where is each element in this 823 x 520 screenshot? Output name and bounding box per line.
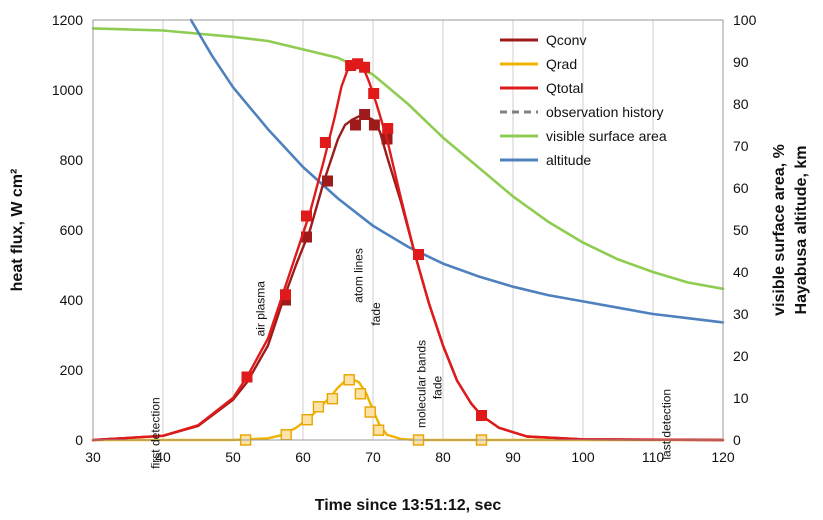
legend-label-visible-surface-area: visible surface area (546, 128, 667, 144)
series (91, 18, 725, 446)
data-point-qrad (354, 388, 367, 400)
data-point-qconv (350, 119, 361, 131)
y-right-tick-label: 10 (733, 390, 749, 406)
y-right-tick-label: 90 (733, 54, 749, 70)
x-tick-label: 70 (365, 449, 381, 465)
y-right-tick-label: 30 (733, 306, 749, 322)
legend-label-qtotal: Qtotal (546, 80, 583, 96)
y-right-tick-label: 0 (733, 432, 741, 448)
y-right-tick-label: 80 (733, 96, 749, 112)
x-tick-label: 40 (155, 449, 171, 465)
y-left-tick-label: 400 (60, 292, 84, 308)
y-left-tick-label: 600 (60, 222, 84, 238)
annotation-label: first detection (149, 397, 163, 468)
y-left-tick-label: 800 (60, 152, 84, 168)
tick-labels: 30 40 50 60 70 80 90 100 110 12002004006008001000… (52, 12, 757, 465)
y-left-tick-label: 200 (60, 362, 84, 378)
data-point-qtotal (359, 61, 371, 73)
data-point-qtotal (368, 88, 380, 99)
legend: Qconv Qrad Qtotal observation history visibl… (500, 32, 667, 168)
data-point-qrad (280, 429, 292, 441)
data-point-qtotal (280, 289, 291, 301)
y-axis-right-label: visible surface area, % (771, 144, 788, 316)
y-left-tick-label: 1000 (52, 82, 83, 98)
annotation-label: atom lines (352, 248, 366, 303)
data-point-qtotal (301, 210, 312, 222)
plot-frame (92, 19, 724, 441)
x-tick-label: 120 (711, 449, 735, 465)
y-right-tick-label: 60 (733, 180, 749, 196)
x-tick-label: 60 (295, 449, 311, 465)
x-tick-label: 110 (642, 449, 665, 465)
x-tick-label: 80 (435, 449, 451, 465)
data-point-qrad (364, 406, 376, 418)
y-left-tick-label: 1200 (52, 12, 83, 28)
data-point-qrad (301, 414, 313, 426)
x-tick-label: 30 (85, 449, 101, 465)
series-line-qconv (91, 115, 725, 442)
axes (92, 19, 724, 441)
x-tick-label: 50 (225, 449, 241, 465)
data-point-qconv (322, 175, 333, 187)
legend-label-qrad: Qrad (546, 56, 577, 72)
x-axis-label: Time since 13:51:12, sec (315, 497, 502, 514)
annotation-label: fade (431, 375, 445, 399)
data-point-qrad (372, 424, 385, 436)
y-axis-left-label: heat flux, W cm² (9, 169, 26, 292)
y-right-tick-label: 20 (733, 348, 749, 364)
legend-label-altitude: altitude (546, 152, 591, 168)
annotation-label: last detection (660, 389, 674, 460)
y-left-tick-label: 0 (75, 432, 83, 448)
y-axis-right2-label: Hayabusa altitude, km (793, 146, 810, 315)
data-point-qtotal (319, 137, 331, 148)
data-point-qtotal (476, 410, 487, 421)
annotation-label: air plasma (254, 281, 268, 337)
data-point-qrad (312, 401, 325, 413)
annotation-label: fade (369, 302, 383, 326)
data-point-qrad (326, 393, 339, 405)
data-point-qrad (343, 374, 355, 386)
series-line-visible-surface-area (91, 27, 725, 291)
x-tick-label: 100 (571, 449, 595, 465)
x-tick-label: 90 (505, 449, 521, 465)
y-right-tick-label: 100 (733, 12, 757, 28)
data-point-qtotal (241, 371, 253, 383)
y-right-tick-label: 50 (733, 222, 749, 238)
data-point-qconv (359, 109, 371, 120)
data-point-qtotal (382, 123, 394, 134)
series-line-qrad (91, 377, 725, 442)
data-point-qtotal (413, 249, 424, 260)
data-point-qconv (368, 119, 380, 131)
legend-label-observation-history: observation history (546, 104, 664, 120)
y-right-tick-label: 70 (733, 138, 749, 154)
annotation-label: molecular bands (415, 340, 429, 428)
series-line-altitude (189, 18, 725, 324)
legend-label-qconv: Qconv (546, 32, 586, 48)
y-right-tick-label: 40 (733, 264, 749, 280)
